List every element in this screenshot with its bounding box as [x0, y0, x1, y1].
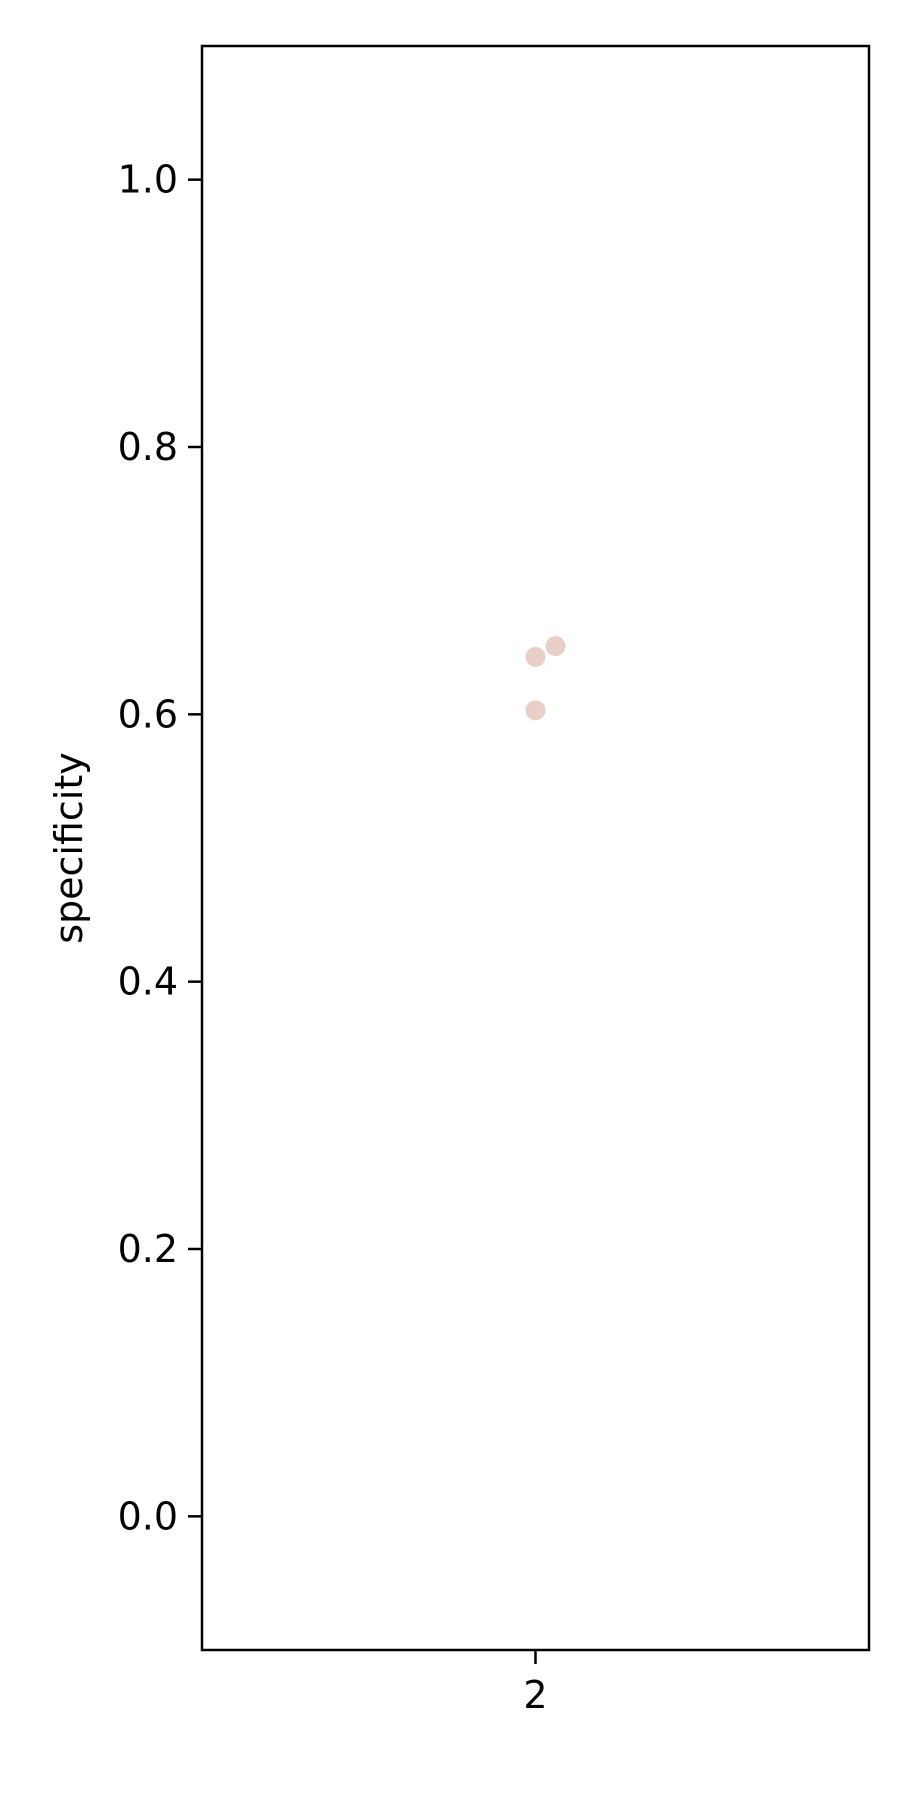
- data-point: [545, 636, 566, 657]
- data-point: [525, 700, 546, 721]
- y-tick-label: 0.4: [118, 960, 178, 1004]
- y-axis-label: specificity: [47, 752, 91, 944]
- x-axis: 2: [523, 1650, 548, 1717]
- y-tick-label: 0.8: [118, 425, 178, 469]
- x-tick-label: 2: [523, 1673, 547, 1717]
- y-tick-label: 0.6: [118, 692, 178, 736]
- y-tick-label: 0.2: [118, 1227, 178, 1271]
- y-axis: 0.0 0.2 0.4 0.6 0.8 1.0: [118, 158, 202, 1538]
- plot-frame: [200, 44, 871, 1652]
- data-point: [525, 646, 546, 667]
- plot-area: [202, 46, 869, 1650]
- y-tick-label: 1.0: [118, 158, 178, 202]
- data-points: [525, 636, 566, 721]
- y-tick-label: 0.0: [118, 1494, 178, 1538]
